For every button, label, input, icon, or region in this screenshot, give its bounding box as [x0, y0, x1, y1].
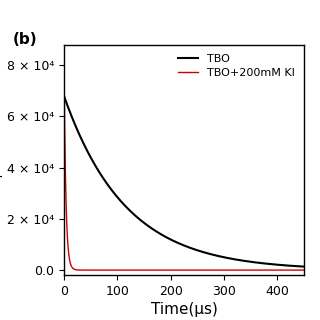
TBO	[76, 131, 80, 134]
TBO	[289, 264, 293, 268]
TBO+200mM KI	[109, 268, 113, 272]
TBO	[302, 265, 306, 268]
TBO	[62, 94, 66, 98]
Legend: TBO, TBO+200mM KI: TBO, TBO+200mM KI	[175, 50, 299, 82]
TBO+200mM KI	[63, 153, 67, 157]
TBO+200mM KI	[76, 268, 80, 272]
Text: (b): (b)	[13, 32, 37, 47]
TBO+200mM KI	[289, 268, 293, 272]
Line: TBO+200mM KI: TBO+200mM KI	[64, 65, 304, 270]
Y-axis label: 1270nm photon counts: 1270nm photon counts	[0, 87, 3, 233]
TBO+200mM KI	[302, 268, 306, 272]
X-axis label: Time(μs): Time(μs)	[151, 302, 217, 317]
TBO+200mM KI	[72, 267, 76, 271]
TBO	[180, 243, 183, 246]
TBO+200mM KI	[180, 268, 183, 272]
TBO+200mM KI	[62, 63, 66, 67]
TBO	[109, 187, 113, 191]
TBO	[72, 120, 76, 124]
TBO	[63, 97, 67, 101]
Line: TBO: TBO	[64, 96, 304, 267]
